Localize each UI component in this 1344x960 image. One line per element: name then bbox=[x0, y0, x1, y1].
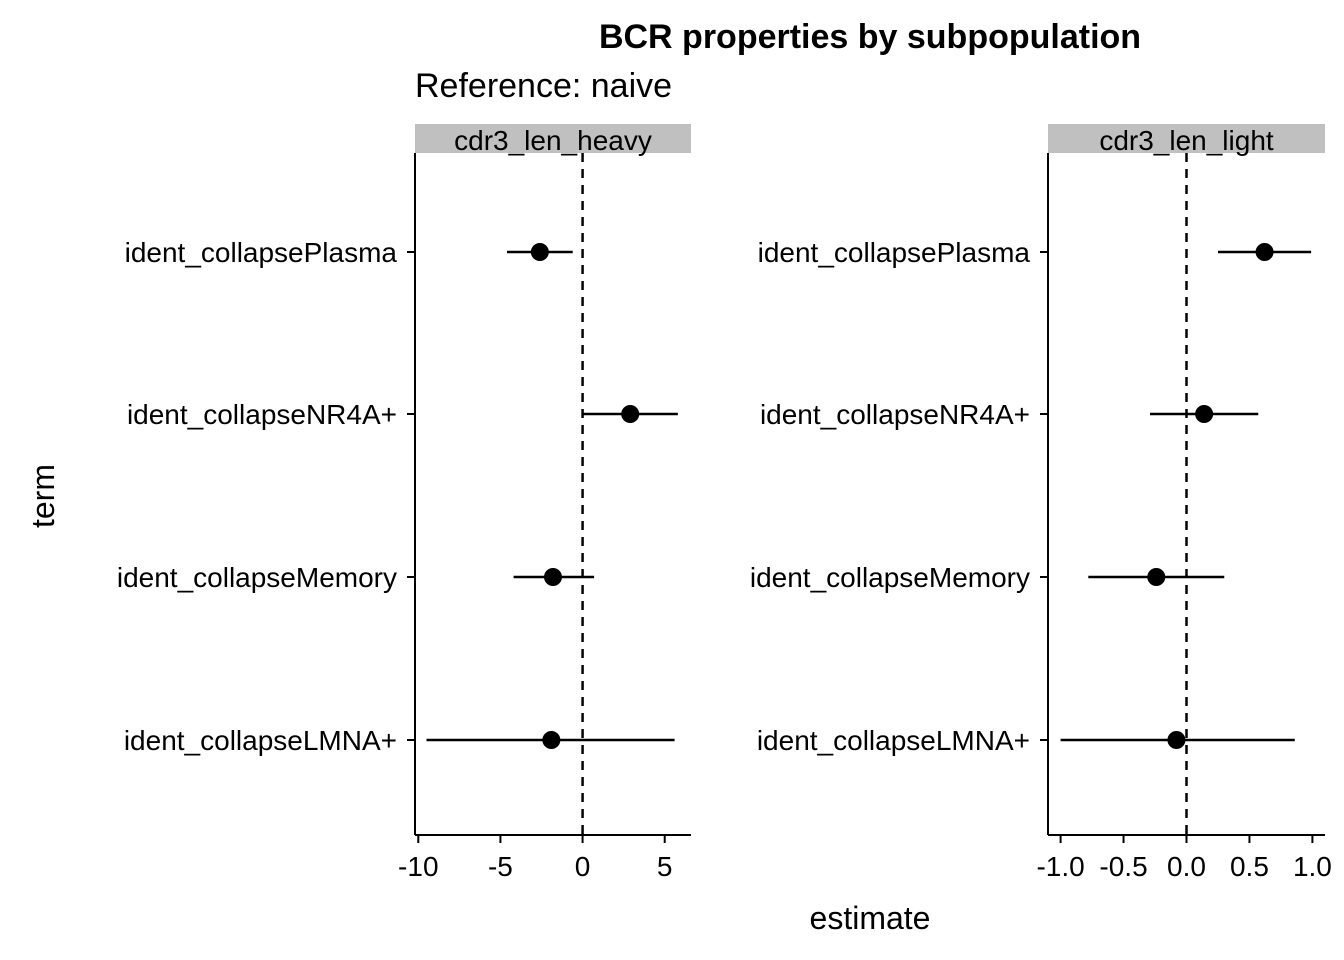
x-tick-label: 5 bbox=[657, 851, 673, 882]
y-axis-title: term bbox=[25, 464, 61, 528]
facet-panel-1: cdr3_len_heavy -10 -5 0 5 ident_collapsePlasm… bbox=[117, 124, 691, 882]
y-tick-label: ident_collapseNR4A+ bbox=[127, 399, 397, 430]
y-tick-label: ident_collapseMemory bbox=[750, 562, 1030, 593]
y-tick-label: ident_collapseLMNA+ bbox=[757, 725, 1030, 756]
facet-strip-label: cdr3_len_light bbox=[1099, 125, 1274, 156]
x-axis-title: estimate bbox=[810, 900, 931, 936]
facet-strip-label: cdr3_len_heavy bbox=[454, 125, 652, 156]
y-tick-label: ident_collapsePlasma bbox=[125, 237, 398, 268]
y-tick-label: ident_collapseLMNA+ bbox=[124, 725, 397, 756]
panels-group: cdr3_len_heavy -10 -5 0 5 ident_collapsePlasm… bbox=[117, 124, 1332, 882]
estimate-point bbox=[1195, 405, 1214, 423]
x-tick-label: 1.0 bbox=[1293, 851, 1332, 882]
y-tick-label: ident_collapseNR4A+ bbox=[760, 399, 1030, 430]
chart-title: BCR properties by subpopulation bbox=[599, 18, 1141, 56]
estimate-point bbox=[530, 243, 549, 261]
estimate-point bbox=[621, 405, 640, 423]
x-tick-label: 0 bbox=[575, 851, 591, 882]
x-tick-label: -0.5 bbox=[1099, 851, 1147, 882]
estimate-point bbox=[1167, 731, 1186, 749]
x-tick-label: 0.0 bbox=[1167, 851, 1206, 882]
estimate-point bbox=[1255, 243, 1274, 261]
estimate-point bbox=[544, 568, 562, 586]
chart-subtitle: Reference: naive bbox=[415, 67, 672, 105]
facet-strip bbox=[415, 124, 691, 153]
x-tick-label: -5 bbox=[488, 851, 513, 882]
x-tick-label: -10 bbox=[398, 851, 438, 882]
facet-strip bbox=[1048, 124, 1325, 153]
y-tick-label: ident_collapseMemory bbox=[117, 562, 397, 593]
y-tick-label: ident_collapsePlasma bbox=[758, 237, 1031, 268]
x-tick-label: 0.5 bbox=[1230, 851, 1269, 882]
facet-panel-2: cdr3_len_light -1.0 -0.5 0.0 0.5 1.0 ident_col… bbox=[750, 124, 1332, 882]
estimate-point bbox=[542, 731, 561, 749]
estimate-point bbox=[1147, 568, 1166, 586]
x-tick-label: -1.0 bbox=[1036, 851, 1084, 882]
